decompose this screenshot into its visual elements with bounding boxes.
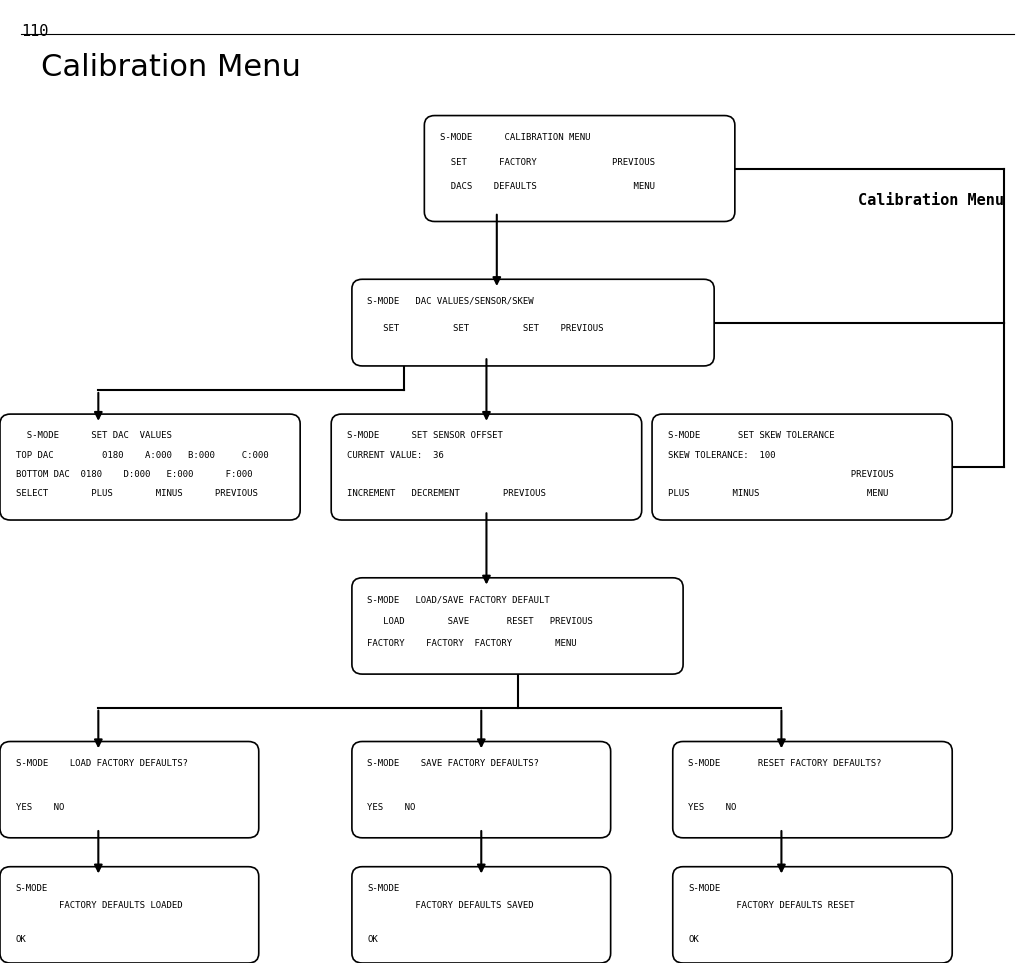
Text: PLUS        MINUS                    MENU: PLUS MINUS MENU bbox=[668, 489, 888, 498]
Text: PREVIOUS: PREVIOUS bbox=[668, 470, 893, 479]
Text: TOP DAC         0180    A:000   B:000     C:000: TOP DAC 0180 A:000 B:000 C:000 bbox=[16, 451, 268, 459]
FancyBboxPatch shape bbox=[424, 116, 735, 221]
Text: S-MODE    SAVE FACTORY DEFAULTS?: S-MODE SAVE FACTORY DEFAULTS? bbox=[367, 759, 539, 768]
Text: LOAD        SAVE       RESET   PREVIOUS: LOAD SAVE RESET PREVIOUS bbox=[367, 617, 593, 626]
Text: S-MODE      SET DAC  VALUES: S-MODE SET DAC VALUES bbox=[16, 431, 172, 440]
FancyBboxPatch shape bbox=[673, 867, 952, 963]
Text: S-MODE    LOAD FACTORY DEFAULTS?: S-MODE LOAD FACTORY DEFAULTS? bbox=[16, 759, 187, 768]
FancyBboxPatch shape bbox=[352, 742, 611, 838]
FancyBboxPatch shape bbox=[331, 414, 642, 520]
Text: S-MODE   LOAD/SAVE FACTORY DEFAULT: S-MODE LOAD/SAVE FACTORY DEFAULT bbox=[367, 595, 551, 604]
Text: SELECT        PLUS        MINUS      PREVIOUS: SELECT PLUS MINUS PREVIOUS bbox=[16, 489, 258, 498]
Text: DACS    DEFAULTS                  MENU: DACS DEFAULTS MENU bbox=[440, 182, 655, 192]
Text: YES    NO: YES NO bbox=[367, 803, 416, 812]
FancyBboxPatch shape bbox=[673, 742, 952, 838]
Text: S-MODE: S-MODE bbox=[16, 884, 48, 893]
Text: SET      FACTORY              PREVIOUS: SET FACTORY PREVIOUS bbox=[440, 158, 655, 167]
Text: BOTTOM DAC  0180    D:000   E:000      F:000: BOTTOM DAC 0180 D:000 E:000 F:000 bbox=[16, 470, 253, 479]
FancyBboxPatch shape bbox=[652, 414, 952, 520]
Text: S-MODE      CALIBRATION MENU: S-MODE CALIBRATION MENU bbox=[440, 133, 590, 142]
FancyBboxPatch shape bbox=[352, 279, 714, 366]
Text: INCREMENT   DECREMENT        PREVIOUS: INCREMENT DECREMENT PREVIOUS bbox=[347, 489, 545, 498]
Text: 110: 110 bbox=[21, 24, 48, 39]
FancyBboxPatch shape bbox=[352, 867, 611, 963]
Text: S-MODE   DAC VALUES/SENSOR/SKEW: S-MODE DAC VALUES/SENSOR/SKEW bbox=[367, 297, 534, 305]
Text: SET          SET          SET    PREVIOUS: SET SET SET PREVIOUS bbox=[367, 324, 604, 332]
Text: Calibration Menu: Calibration Menu bbox=[858, 193, 1004, 208]
Text: FACTORY DEFAULTS SAVED: FACTORY DEFAULTS SAVED bbox=[367, 901, 534, 910]
Text: CURRENT VALUE:  36: CURRENT VALUE: 36 bbox=[347, 451, 443, 459]
FancyBboxPatch shape bbox=[0, 742, 259, 838]
Text: S-MODE       SET SKEW TOLERANCE: S-MODE SET SKEW TOLERANCE bbox=[668, 431, 834, 440]
Text: S-MODE       RESET FACTORY DEFAULTS?: S-MODE RESET FACTORY DEFAULTS? bbox=[688, 759, 882, 768]
Text: S-MODE: S-MODE bbox=[367, 884, 400, 893]
Text: SKEW TOLERANCE:  100: SKEW TOLERANCE: 100 bbox=[668, 451, 775, 459]
Text: YES    NO: YES NO bbox=[16, 803, 64, 812]
FancyBboxPatch shape bbox=[0, 414, 300, 520]
Text: Calibration Menu: Calibration Menu bbox=[41, 53, 301, 82]
Text: S-MODE: S-MODE bbox=[688, 884, 720, 893]
Text: OK: OK bbox=[16, 935, 26, 945]
Text: FACTORY DEFAULTS RESET: FACTORY DEFAULTS RESET bbox=[688, 901, 855, 910]
FancyBboxPatch shape bbox=[352, 578, 683, 674]
FancyBboxPatch shape bbox=[0, 867, 259, 963]
Text: OK: OK bbox=[367, 935, 378, 945]
Text: FACTORY    FACTORY  FACTORY        MENU: FACTORY FACTORY FACTORY MENU bbox=[367, 639, 578, 648]
Text: YES    NO: YES NO bbox=[688, 803, 737, 812]
Text: OK: OK bbox=[688, 935, 699, 945]
Text: S-MODE      SET SENSOR OFFSET: S-MODE SET SENSOR OFFSET bbox=[347, 431, 503, 440]
Text: FACTORY DEFAULTS LOADED: FACTORY DEFAULTS LOADED bbox=[16, 901, 182, 910]
